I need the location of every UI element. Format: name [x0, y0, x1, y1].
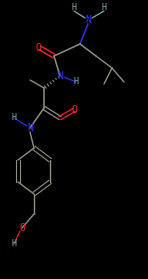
Text: N: N	[85, 15, 91, 25]
Text: H: H	[102, 4, 107, 13]
Text: H: H	[12, 114, 16, 122]
Text: N: N	[57, 71, 63, 81]
Text: N: N	[27, 123, 33, 133]
Text: O: O	[19, 223, 25, 233]
Text: O: O	[35, 43, 41, 53]
Text: O: O	[71, 105, 77, 115]
Text: H: H	[71, 4, 77, 13]
Text: H: H	[12, 239, 16, 249]
Text: H: H	[74, 78, 78, 86]
